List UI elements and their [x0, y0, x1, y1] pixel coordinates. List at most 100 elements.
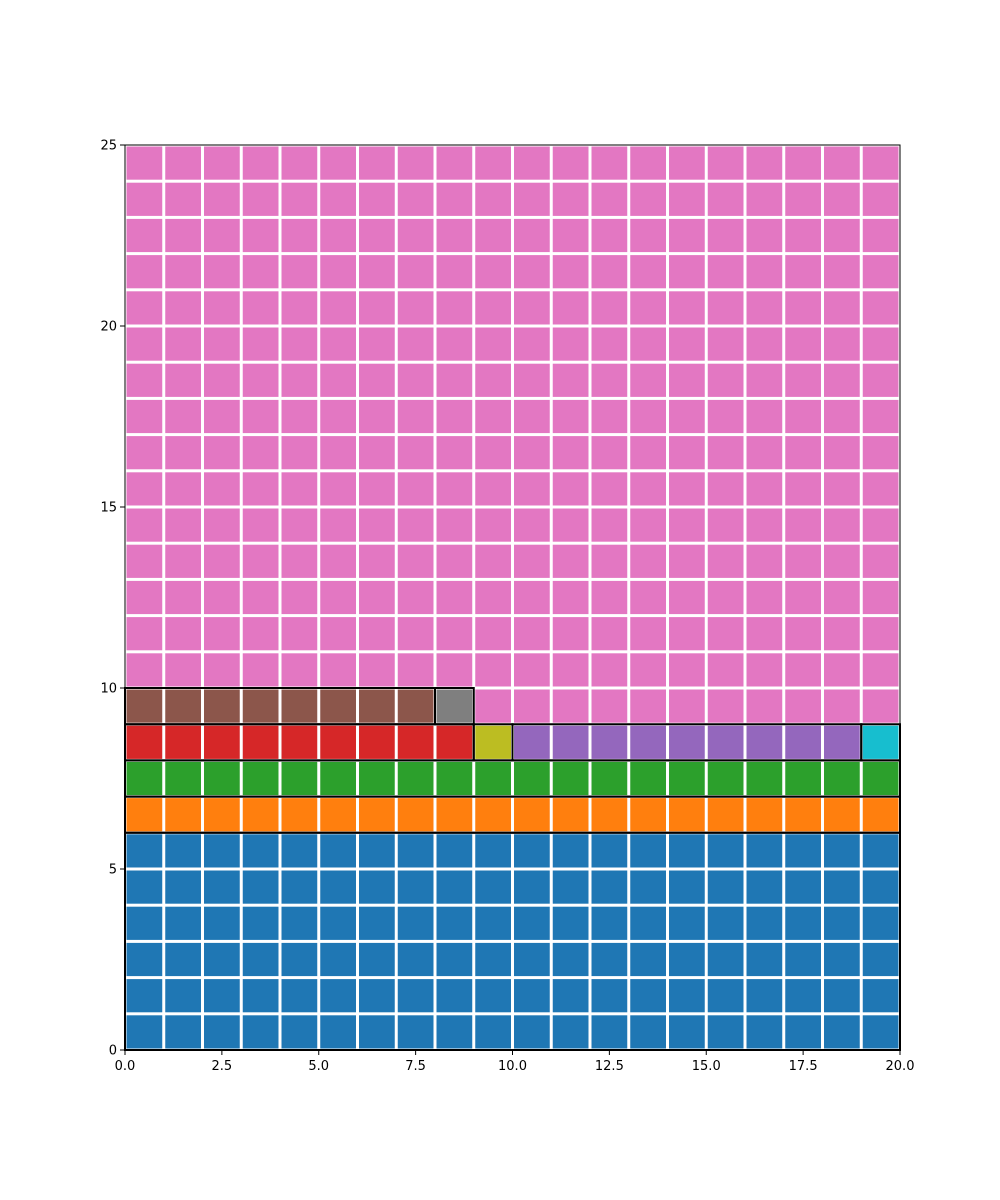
x-tick-label: 2.5 [212, 1059, 233, 1074]
waffle-cell [165, 182, 201, 216]
waffle-cell [281, 1015, 318, 1049]
waffle-cell [746, 617, 783, 651]
waffle-cell [707, 146, 744, 180]
waffle-cell [320, 399, 356, 434]
waffle-cell [320, 653, 356, 687]
waffle-cell [785, 653, 821, 687]
waffle-cell [669, 653, 705, 687]
waffle-cell [165, 653, 201, 687]
waffle-cell [397, 725, 434, 759]
waffle-cell [669, 979, 705, 1013]
waffle-cell [436, 689, 473, 723]
waffle-cell [669, 291, 705, 325]
waffle-cell [824, 798, 860, 832]
waffle-cell [204, 942, 240, 977]
waffle-cell [824, 182, 860, 216]
waffle-cell [785, 979, 821, 1013]
waffle-cell [475, 834, 511, 868]
waffle-cell [397, 436, 434, 470]
waffle-cell [281, 617, 318, 651]
waffle-cell [552, 761, 589, 796]
waffle-cell [746, 508, 783, 542]
waffle-cell [165, 1015, 201, 1049]
y-tick-label: 20 [100, 320, 117, 335]
waffle-cell [281, 834, 318, 868]
waffle-cell [475, 399, 511, 434]
waffle-cell [785, 617, 821, 651]
waffle-cell [281, 798, 318, 832]
waffle-cell [630, 798, 666, 832]
waffle-cell [591, 399, 628, 434]
waffle-cell [320, 689, 356, 723]
waffle-cell [746, 255, 783, 289]
waffle-cell [397, 508, 434, 542]
waffle-cell [126, 363, 163, 397]
waffle-cell [746, 870, 783, 904]
waffle-cell [242, 979, 279, 1013]
waffle-cell [281, 327, 318, 361]
waffle-cell [320, 508, 356, 542]
waffle-cell [281, 653, 318, 687]
waffle-cell [630, 834, 666, 868]
waffle-cell [707, 689, 744, 723]
waffle-cell [746, 544, 783, 578]
waffle-cell [862, 761, 899, 796]
group-outline [124, 831, 901, 1051]
waffle-cell [552, 291, 589, 325]
waffle-cell [591, 798, 628, 832]
waffle-cell [436, 436, 473, 470]
y-tick-label: 25 [100, 139, 117, 154]
waffle-cell [552, 399, 589, 434]
waffle-cell [320, 761, 356, 796]
waffle-cell [630, 761, 666, 796]
waffle-cell [746, 291, 783, 325]
waffle-cell [126, 291, 163, 325]
waffle-cell [204, 363, 240, 397]
waffle-cell [242, 580, 279, 615]
waffle-cell [436, 979, 473, 1013]
waffle-cell [862, 544, 899, 578]
waffle-cell [320, 182, 356, 216]
waffle-cell [359, 363, 395, 397]
waffle-cell [669, 399, 705, 434]
waffle-cell [669, 942, 705, 977]
waffle-cell [862, 255, 899, 289]
waffle-cell [320, 834, 356, 868]
waffle-cell [475, 906, 511, 940]
waffle-cell [514, 653, 550, 687]
waffle-cell [591, 363, 628, 397]
waffle-cell [242, 761, 279, 796]
waffle-cell [397, 979, 434, 1013]
waffle-cell [862, 834, 899, 868]
waffle-cell [862, 146, 899, 180]
waffle-cell [281, 255, 318, 289]
waffle-cell [204, 979, 240, 1013]
waffle-cell [165, 725, 201, 759]
waffle-cell [165, 834, 201, 868]
waffle-cell [591, 580, 628, 615]
waffle-cell [397, 617, 434, 651]
waffle-cell [242, 906, 279, 940]
waffle-cell [126, 182, 163, 216]
waffle-cell [862, 472, 899, 506]
y-axis: 0 5 10 15 20 25 [100, 139, 125, 1059]
waffle-cell [165, 580, 201, 615]
waffle-cell [397, 1015, 434, 1049]
waffle-cell [552, 1015, 589, 1049]
waffle-cell [552, 942, 589, 977]
waffle-cell [514, 399, 550, 434]
waffle-cell [746, 436, 783, 470]
waffle-cell [746, 1015, 783, 1049]
waffle-cell [281, 182, 318, 216]
waffle-cell [242, 617, 279, 651]
x-tick-label: 17.5 [789, 1059, 818, 1074]
waffle-cell [669, 544, 705, 578]
waffle-cell [397, 870, 434, 904]
waffle-cell [630, 327, 666, 361]
waffle-cell [785, 472, 821, 506]
waffle-cell [514, 218, 550, 253]
waffle-cell [359, 472, 395, 506]
waffle-cell [707, 834, 744, 868]
waffle-cell [591, 761, 628, 796]
